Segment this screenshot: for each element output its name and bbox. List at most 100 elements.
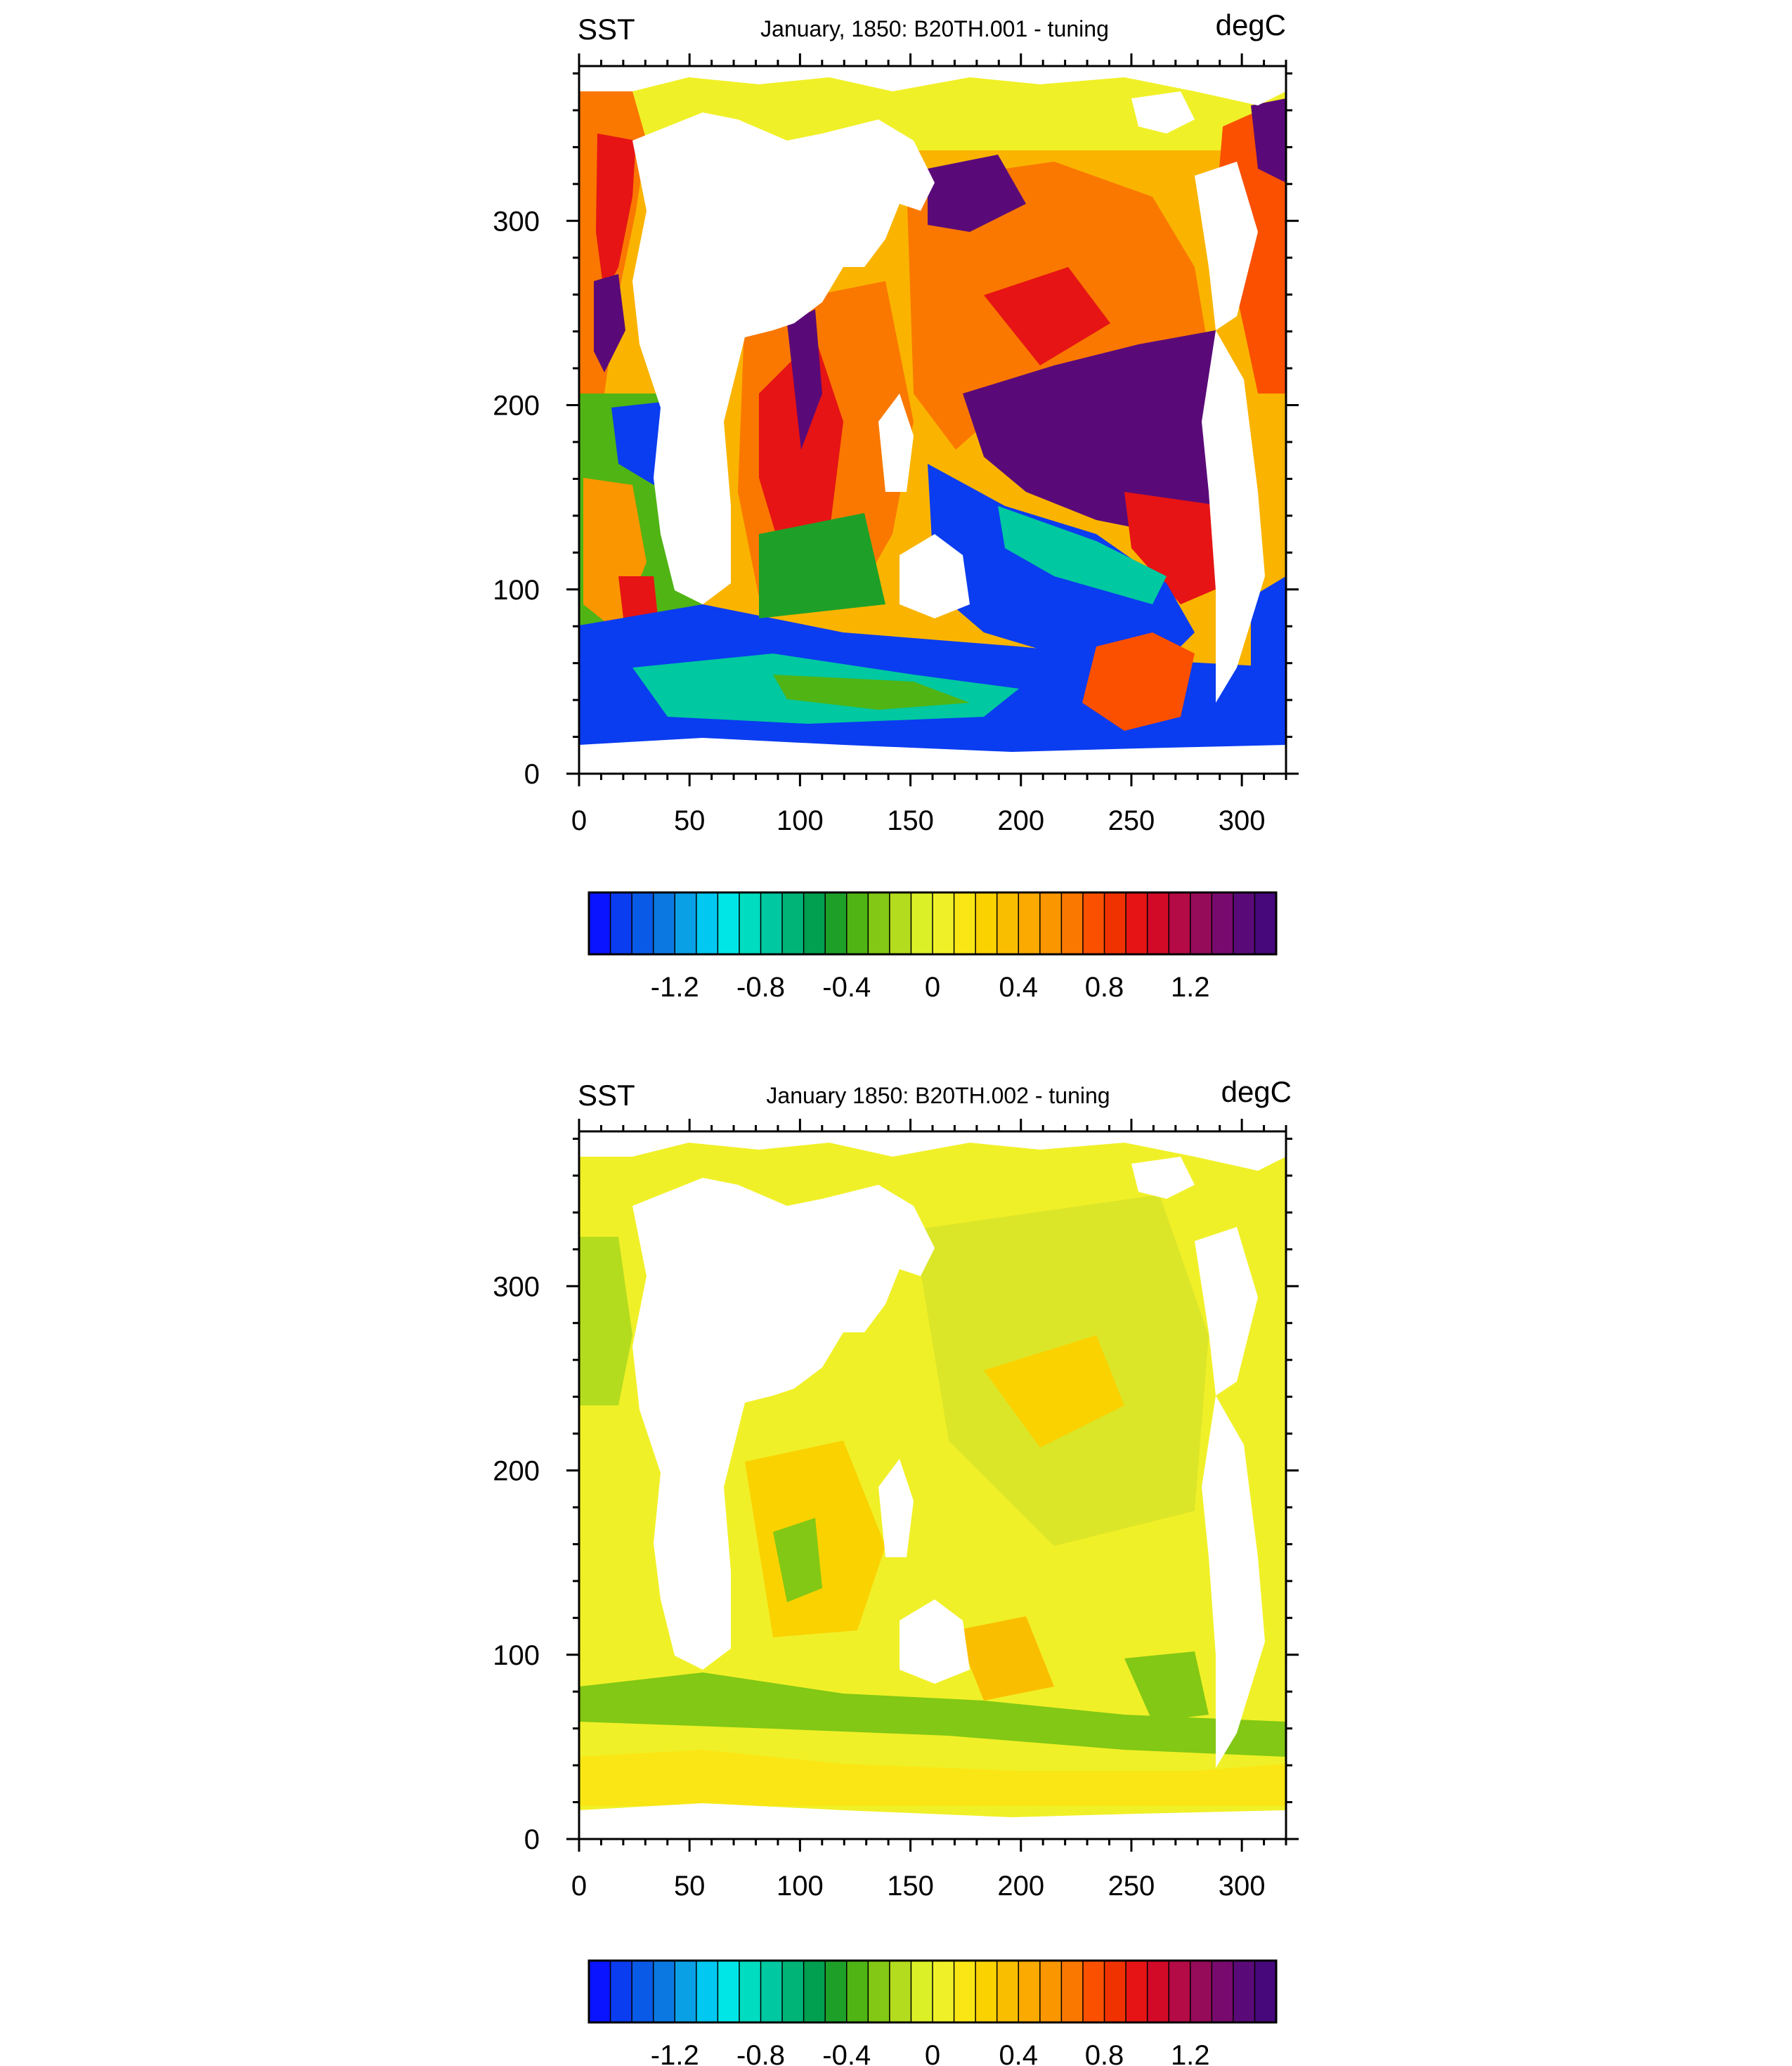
bottom-land-africa-eurasia — [632, 1178, 935, 1670]
top-colorbar-label: 0 — [925, 972, 940, 1003]
bottom-panel: SST January 1850: B20TH.002 - tuning deg… — [493, 1075, 1299, 2066]
bottom-xtick-label: 300 — [1219, 1871, 1266, 1902]
bottom-colorbar-bin — [609, 1960, 633, 2023]
top-indian-purple — [787, 309, 822, 450]
bottom-southern-green — [579, 1672, 1286, 1757]
bottom-colorbar-bin — [588, 1960, 611, 2023]
bottom-colorbar-bin — [1211, 1960, 1235, 2023]
top-colorbar-label: -0.4 — [822, 972, 871, 1003]
top-colorbar-label: 0.8 — [1085, 972, 1124, 1003]
top-land-india — [878, 394, 914, 492]
bottom-land — [579, 1131, 1286, 1839]
bottom-colorbar-label: 1.2 — [1171, 2040, 1210, 2066]
top-land — [579, 66, 1286, 774]
bottom-colorbar-label: 0 — [925, 2040, 940, 2066]
top-colorbar-bin — [1060, 892, 1084, 955]
top-colorbar-bin — [932, 892, 955, 955]
top-colorbar-bin — [652, 892, 676, 955]
top-colorbar-bin — [1039, 892, 1063, 955]
top-colorbar-bin — [824, 892, 848, 955]
bottom-colorbar-bin — [1233, 1960, 1256, 2023]
bottom-land-india — [878, 1459, 914, 1557]
bottom-colorbar-label: -0.4 — [822, 2040, 871, 2066]
top-colorbar-bin — [1190, 892, 1213, 955]
bottom-ytick-label: 200 — [493, 1456, 540, 1487]
top-colorbar-bin — [609, 892, 633, 955]
bottom-title-right: degC — [1221, 1075, 1292, 1108]
top-xtick-label: 150 — [887, 805, 934, 836]
top-colorbar-bin — [910, 892, 934, 955]
top-colorbar-bin — [846, 892, 869, 955]
bottom-colorbar-bin — [824, 1960, 848, 2023]
bottom-colorbar-bin — [674, 1960, 698, 2023]
bottom-colorbar-bin — [781, 1960, 805, 2023]
bottom-colorbar-frame — [587, 1959, 1278, 2024]
top-colorbar-bin — [1146, 892, 1170, 955]
top-x-axis: 0 50 100 150 200 250 300 — [571, 53, 1287, 836]
top-xtick-label: 300 — [1219, 805, 1266, 836]
top-title-center: January, 1850: B20TH.001 - tuning — [760, 16, 1109, 41]
top-land-samerica — [1202, 330, 1265, 703]
top-indian-green — [759, 513, 885, 618]
bottom-colorbar-bin — [803, 1960, 826, 2023]
top-title-left: SST — [578, 13, 635, 46]
top-colorbar-label: -1.2 — [651, 972, 699, 1003]
bottom-land-namerica-west — [1195, 1227, 1258, 1396]
top-southern-green — [773, 675, 970, 710]
bottom-colorbar: -1.2 -0.8 -0.4 0 0.4 0.8 1.2 — [587, 1959, 1278, 2066]
top-xtick-label: 250 — [1108, 805, 1155, 836]
bottom-colorbar-bin — [1103, 1960, 1127, 2023]
top-colorbar: -1.2 -0.8 -0.4 0 0.4 0.8 1.2 — [587, 891, 1278, 1003]
top-xtick-label: 0 — [571, 805, 587, 836]
top-spac-teal — [998, 506, 1167, 604]
bottom-colorbar-bin — [1018, 1960, 1041, 2023]
top-npac-purple-west — [928, 155, 1026, 232]
bottom-colorbar-bin — [717, 1960, 741, 2023]
bottom-map — [579, 1131, 1286, 1839]
top-colorbar-bin — [889, 892, 912, 955]
bottom-x-axis: 0 50 100 150 200 250 300 — [571, 1119, 1287, 1902]
bottom-colorbar-bin — [1168, 1960, 1191, 2023]
top-xtick-label: 50 — [674, 805, 706, 836]
top-y-axis: 0 100 200 300 — [493, 72, 1299, 790]
top-colorbar-frame — [587, 891, 1278, 956]
top-title-right: degC — [1216, 8, 1286, 41]
bottom-colorbar-bin — [696, 1960, 719, 2023]
bottom-colorbar-bin — [1039, 1960, 1063, 2023]
top-ytick-label: 300 — [493, 206, 540, 237]
bottom-ytick-label: 100 — [493, 1640, 540, 1671]
top-colorbar-bin — [588, 892, 611, 955]
bottom-land-north-edge — [579, 1131, 1286, 1171]
bottom-colorbar-bin — [889, 1960, 912, 2023]
bottom-colorbar-label: 0.4 — [999, 2040, 1038, 2066]
bottom-colorbar-bin — [910, 1960, 934, 2023]
top-npac-purple — [963, 330, 1216, 534]
bottom-xtick-label: 0 — [571, 1871, 587, 1902]
top-npac-red-south — [1124, 492, 1230, 604]
top-colorbar-bin — [996, 892, 1020, 955]
bottom-title-center: January 1850: B20TH.002 - tuning — [766, 1083, 1110, 1108]
bottom-spac-green — [1124, 1651, 1209, 1722]
bottom-colorbar-label: 0.8 — [1085, 2040, 1124, 2066]
top-colorbar-bin — [631, 892, 654, 955]
top-colorbar-bin — [1211, 892, 1235, 955]
top-east-blue — [1251, 576, 1286, 774]
top-land-australia — [900, 534, 970, 618]
top-colorbar-bin — [760, 892, 784, 955]
top-land-north-edge — [579, 66, 1286, 105]
top-colorbar-bin — [696, 892, 719, 955]
bottom-southern-yellow — [579, 1750, 1286, 1806]
bottom-xtick-label: 150 — [887, 1871, 934, 1902]
top-map — [579, 66, 1286, 774]
top-colorbar-bin — [1082, 892, 1105, 955]
bottom-colorbar-bin — [975, 1960, 998, 2023]
bottom-y-axis: 0 100 200 300 — [493, 1137, 1299, 1855]
top-panel: SST January, 1850: B20TH.001 - tuning de… — [493, 8, 1299, 1003]
bottom-colorbar-label: -1.2 — [651, 2040, 699, 2066]
bottom-indian-green — [773, 1518, 822, 1602]
bottom-colorbar-bin — [1082, 1960, 1105, 2023]
bottom-title-left: SST — [578, 1079, 635, 1112]
top-colorbar-bin — [1018, 892, 1041, 955]
bottom-land-antarctica — [579, 1803, 1286, 1839]
